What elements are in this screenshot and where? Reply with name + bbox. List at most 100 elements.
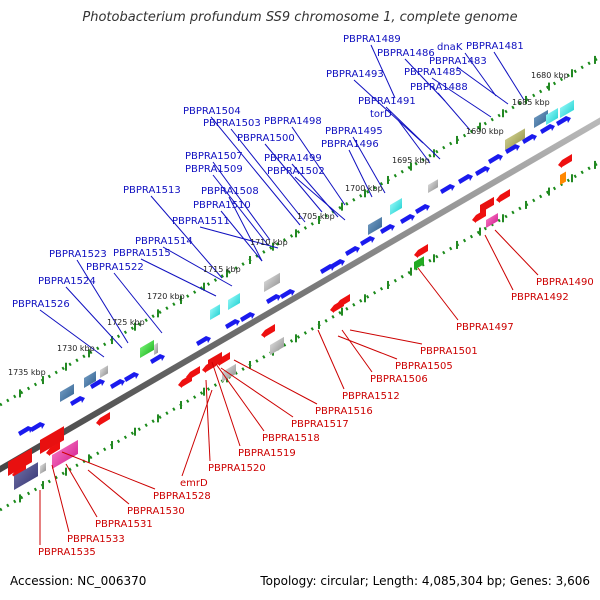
gene-box-orange xyxy=(560,171,566,185)
kbp-label: 1725 kbp xyxy=(107,318,145,327)
gene-box-red xyxy=(208,351,222,370)
reverse-leader-line xyxy=(61,451,156,490)
gene-box-olive xyxy=(505,128,525,150)
forward-gene-label: dnaK xyxy=(437,42,463,53)
reverse-leader-line xyxy=(341,329,373,373)
reverse-leader-line xyxy=(65,463,98,518)
gene-box-red xyxy=(8,448,32,476)
gene-box-blue xyxy=(368,216,382,235)
forward-leader-line xyxy=(162,246,233,287)
forward-leader-line xyxy=(220,210,263,262)
forward-leader-line xyxy=(230,128,306,223)
forward-leader-line xyxy=(264,143,323,213)
reverse-gene-label: PBPRA1506 xyxy=(370,374,428,385)
kbp-label: 1690 kbp xyxy=(466,127,504,136)
forward-leader-line xyxy=(464,52,497,97)
forward-gene-label: PBPRA1504 xyxy=(183,106,241,117)
forward-gene-shape xyxy=(18,426,33,436)
forward-gene-shape xyxy=(266,294,281,304)
kbp-label: 1715 kbp xyxy=(203,265,241,274)
gene-box-cyan xyxy=(560,99,574,118)
forward-gene-label: PBPRA1511 xyxy=(172,216,230,227)
forward-gene-label: PBPRA1509 xyxy=(185,164,243,175)
forward-gene-label: PBPRA1485 xyxy=(404,67,462,78)
reverse-leader-line xyxy=(220,367,294,418)
forward-gene-label: PBPRA1513 xyxy=(123,185,181,196)
reverse-gene-label: PBPRA1528 xyxy=(153,491,211,502)
reverse-gene-label: PBPRA1497 xyxy=(456,322,514,333)
reverse-leader-line xyxy=(484,234,514,291)
forward-leader-line xyxy=(385,106,441,160)
forward-gene-shape xyxy=(110,379,125,389)
forward-leader-line xyxy=(352,136,386,194)
forward-leader-line xyxy=(397,119,431,164)
gene-box-cyan xyxy=(390,198,402,215)
gene-box-blue xyxy=(60,383,74,402)
forward-gene-label: PBPRA1503 xyxy=(203,118,261,129)
forward-gene-label: PBPRA1522 xyxy=(86,262,144,273)
kbp-label: 1685 kbp xyxy=(512,98,550,107)
reverse-gene-label: PBPRA1519 xyxy=(238,448,296,459)
gene-box-red xyxy=(40,426,64,454)
reverse-gene-shape xyxy=(414,244,428,258)
forward-gene-shape xyxy=(196,336,211,346)
forward-gene-shape xyxy=(124,372,139,382)
forward-gene-label: PBPRA1523 xyxy=(49,249,107,260)
forward-gene-label: PBPRA1507 xyxy=(185,151,243,162)
gene-box-grey xyxy=(428,179,438,193)
forward-gene-shape xyxy=(556,116,571,126)
topology-text: Topology: circular; Length: 4,085,304 bp… xyxy=(260,574,590,588)
reverse-leader-line xyxy=(205,379,211,462)
kbp-label: 1710 kbp xyxy=(250,238,288,247)
forward-gene-shape xyxy=(522,134,537,144)
forward-gene-label: PBPRA1508 xyxy=(201,186,259,197)
forward-leader-line xyxy=(437,92,471,131)
label-leaders xyxy=(39,44,539,545)
forward-gene-shape xyxy=(240,312,255,322)
forward-leader-line xyxy=(370,44,396,99)
forward-leader-line xyxy=(210,116,301,226)
forward-gene-shape xyxy=(415,204,430,214)
forward-gene-label: PBPRA1500 xyxy=(237,133,295,144)
gene-box-green xyxy=(414,256,424,270)
reverse-gene-label: PBPRA1512 xyxy=(342,391,400,402)
gene-box-grey xyxy=(154,342,158,355)
forward-leader-line xyxy=(39,309,105,358)
forward-gene-label: PBPRA1481 xyxy=(466,41,524,52)
gene-box-cyan xyxy=(546,108,558,125)
reverse-gene-label: PBPRA1501 xyxy=(420,346,478,357)
reverse-gene-label: PBPRA1520 xyxy=(208,463,266,474)
forward-gene-label: PBPRA1488 xyxy=(410,82,468,93)
reverse-gene-shape xyxy=(46,442,60,456)
reverse-gene-label: PBPRA1516 xyxy=(315,406,373,417)
forward-gene-shape xyxy=(70,396,85,406)
forward-gene-shape xyxy=(360,236,375,246)
map-title: Photobacterium profundum SS9 chromosome … xyxy=(82,10,518,25)
reverse-leader-line xyxy=(211,361,241,447)
forward-leader-line xyxy=(212,174,269,246)
forward-gene-label: PBPRA1524 xyxy=(38,276,96,287)
forward-leader-line xyxy=(294,176,346,221)
forward-gene-shape xyxy=(345,246,360,256)
kbp-label: 1700 kbp xyxy=(345,184,383,193)
reverse-leader-line xyxy=(349,329,423,345)
forward-leader-line xyxy=(150,195,223,279)
kbp-label: 1735 kbp xyxy=(8,368,46,377)
forward-gene-label: PBPRA1502 xyxy=(267,166,325,177)
reverse-gene-shape xyxy=(472,209,486,223)
forward-leader-line xyxy=(431,77,492,118)
forward-gene-shape xyxy=(458,174,473,184)
forward-leader-line xyxy=(456,66,509,105)
forward-gene-shape xyxy=(150,354,165,364)
reverse-gene-label: emrD xyxy=(180,478,208,489)
kbp-ticks xyxy=(19,55,596,503)
kbp-labels: 1680 kbp 1685 kbp 1690 kbp 1695 kbp 1700 kbp… xyxy=(8,71,569,377)
reverse-gene-shape xyxy=(496,189,510,203)
reverse-gene-label: PBPRA1531 xyxy=(95,519,153,530)
forward-leader-line xyxy=(199,226,279,249)
kbp-label: 1730 kbp xyxy=(57,344,95,353)
reverse-gene-shape xyxy=(261,324,275,338)
forward-gene-label: PBPRA1491 xyxy=(358,96,416,107)
